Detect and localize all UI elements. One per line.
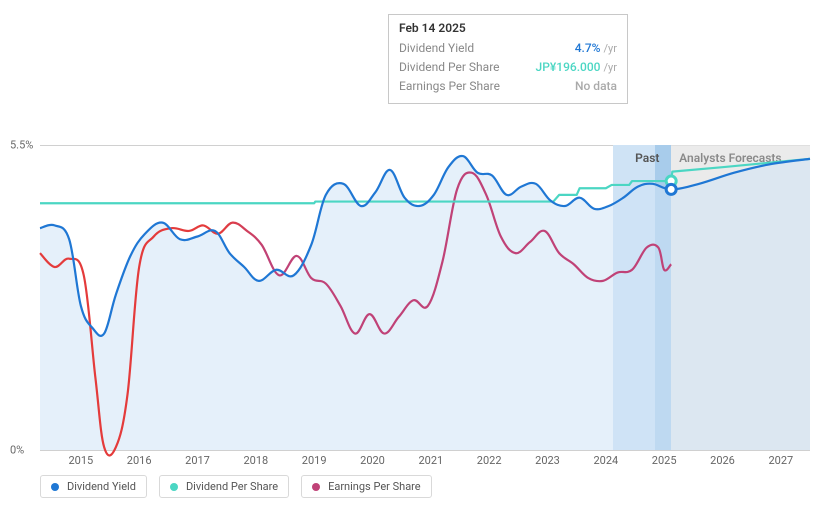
- tooltip-row: Dividend Per Share JP¥196.000/yr: [399, 58, 617, 77]
- x-tick-label: 2017: [185, 454, 210, 467]
- legend-dot-icon: [312, 483, 320, 491]
- tooltip-row: Dividend Yield 4.7%/yr: [399, 39, 617, 58]
- tooltip-date: Feb 14 2025: [399, 21, 617, 35]
- tooltip-row-label: Dividend Yield: [399, 39, 474, 58]
- x-tick-label: 2016: [127, 454, 152, 467]
- tooltip-row-value: No data: [575, 77, 617, 95]
- legend-item[interactable]: Dividend Per Share: [159, 475, 289, 498]
- x-tick-label: 2026: [710, 454, 735, 467]
- legend-dot-icon: [51, 483, 59, 491]
- y-tick-label: 0%: [10, 444, 24, 457]
- x-tick-label: 2019: [302, 454, 327, 467]
- dividend-yield-area: [40, 156, 810, 450]
- dividend-yield-marker: [666, 184, 676, 194]
- x-tick-label: 2027: [768, 454, 793, 467]
- legend-label: Dividend Yield: [67, 480, 136, 493]
- tooltip-row-value: JP¥196.000/yr: [536, 58, 617, 77]
- tooltip-row-value: 4.7%/yr: [575, 39, 617, 58]
- legend-label: Earnings Per Share: [328, 480, 421, 493]
- x-tick-label: 2025: [652, 454, 677, 467]
- chart-tooltip: Feb 14 2025 Dividend Yield4.7%/yrDividen…: [388, 14, 628, 104]
- legend-label: Dividend Per Share: [186, 480, 278, 493]
- x-tick-label: 2021: [418, 454, 443, 467]
- tooltip-row-label: Earnings Per Share: [399, 77, 500, 95]
- x-tick-label: 2015: [68, 454, 93, 467]
- x-tick-label: 2023: [535, 454, 560, 467]
- x-tick-label: 2020: [360, 454, 385, 467]
- legend-item[interactable]: Dividend Yield: [40, 475, 147, 498]
- legend-dot-icon: [170, 483, 178, 491]
- chart-legend: Dividend Yield Dividend Per Share Earnings…: [40, 475, 432, 498]
- tooltip-row-label: Dividend Per Share: [399, 58, 500, 77]
- x-tick-label: 2022: [477, 454, 502, 467]
- chart-container: 0%5.5% PastAnalysts Forecasts 2015201620…: [40, 10, 810, 470]
- legend-item[interactable]: Earnings Per Share: [301, 475, 432, 498]
- y-tick-label: 5.5%: [10, 139, 33, 152]
- x-tick-label: 2018: [243, 454, 268, 467]
- tooltip-row: Earnings Per Share No data: [399, 77, 617, 95]
- tooltip-rows: Dividend Yield 4.7%/yr Dividend Per Share J…: [399, 39, 617, 95]
- x-tick-label: 2024: [593, 454, 618, 467]
